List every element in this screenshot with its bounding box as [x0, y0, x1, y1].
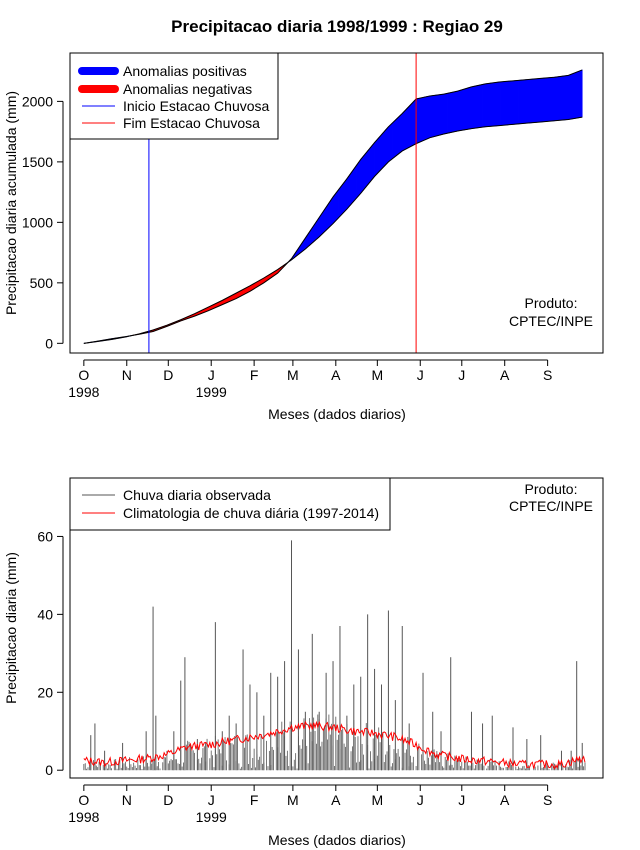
daily-rain-bars [83, 540, 586, 771]
bottom-y-tick-label: 40 [37, 606, 53, 622]
legend-label-end: Fim Estacao Chuvosa [123, 115, 260, 131]
x-axis: O N D J F M A M J J A S 1998 1999 [68, 359, 552, 400]
climatology-cumulative-line [83, 116, 583, 344]
x-axis-label: Meses (dados diarios) [268, 406, 406, 422]
bottom-month-label: N [122, 792, 132, 808]
bottom-month-label: J [208, 792, 215, 808]
credit-line-2-bottom: CPTEC/INPE [509, 498, 593, 514]
top-month-label: J [417, 367, 424, 383]
credit-line-1-bottom: Produto: [525, 481, 578, 497]
bottom-y-tick-label: 0 [45, 762, 53, 778]
plot-frame [69, 52, 604, 354]
top-y-tick-label: 1500 [22, 154, 53, 170]
cumulative-lines-layer [83, 69, 583, 344]
bottom-month-label: J [458, 792, 465, 808]
bottom-month-label: M [287, 792, 299, 808]
top-y-tick-label: 2000 [22, 93, 53, 109]
y-axis: 0 500 1000 1500 2000 [22, 93, 64, 351]
bottom-y-tick-label: 60 [37, 528, 53, 544]
bottom-year-label: 1998 [68, 809, 99, 825]
y-axis-label-bottom: Precipitacao diaria (mm) [3, 552, 19, 704]
bottom-month-label: A [331, 792, 341, 808]
y-axis-label: Precipitacao diaria acumulada (mm) [3, 91, 19, 315]
bottom-month-label: D [163, 792, 173, 808]
top-month-label: F [250, 367, 259, 383]
top-month-label: N [122, 367, 132, 383]
credit-line-2: CPTEC/INPE [509, 313, 593, 329]
legend: Anomalias positivas Anomalias negativas … [69, 52, 279, 140]
bottom-year-label: 1999 [196, 809, 227, 825]
bottom-month-label: A [500, 792, 510, 808]
credit-line-1: Produto: [525, 295, 578, 311]
top-month-label: O [78, 367, 89, 383]
observed-cumulative-line [83, 69, 583, 344]
top-month-label: A [500, 367, 510, 383]
positive-anomaly-segment [580, 69, 583, 118]
x-axis-label-bottom: Meses (dados diarios) [268, 832, 406, 848]
top-month-label: D [163, 367, 173, 383]
climatology-line [83, 720, 586, 770]
top-month-label: M [372, 367, 384, 383]
legend-label-climatology: Climatologia de chuva diária (1997-2014) [123, 505, 379, 521]
legend-bottom: Chuva diaria observada Climatologia de c… [69, 477, 391, 531]
top-month-label: A [331, 367, 341, 383]
top-y-tick-label: 500 [30, 275, 54, 291]
legend-label-start: Inicio Estacao Chuvosa [123, 98, 270, 114]
top-month-label: J [458, 367, 465, 383]
top-year-label: 1998 [68, 384, 99, 400]
legend-label-positive: Anomalias positivas [123, 63, 247, 79]
chart-title: Precipitacao diaria 1998/1999 : Regiao 2… [171, 17, 503, 36]
top-y-tick-label: 0 [45, 335, 53, 351]
cumulative-chart: Precipitacao diaria 1998/1999 : Regiao 2… [3, 17, 604, 422]
legend-label-negative: Anomalias negativas [123, 81, 252, 97]
top-month-label: S [543, 367, 552, 383]
bottom-month-label: S [543, 792, 552, 808]
bottom-month-label: F [250, 792, 259, 808]
bottom-y-tick-label: 20 [37, 684, 53, 700]
y-axis-bottom: 0 20 40 60 [37, 528, 64, 778]
top-y-tick-label: 1000 [22, 214, 53, 230]
top-month-label: M [287, 367, 299, 383]
top-month-label: J [208, 367, 215, 383]
legend-box [69, 52, 279, 140]
bottom-month-label: O [78, 792, 89, 808]
legend-box-bottom [69, 477, 391, 531]
legend-label-observed: Chuva diaria observada [123, 487, 271, 503]
bottom-month-label: J [417, 792, 424, 808]
daily-rain-chart: 0 20 40 60 O N D J F M A M J J A S 1998 1999 Precipitaca… [3, 477, 604, 848]
top-year-label: 1999 [196, 384, 227, 400]
x-axis-bottom: O N D J F M A M J J A S 1998 1999 [68, 784, 552, 825]
bottom-month-label: M [372, 792, 384, 808]
